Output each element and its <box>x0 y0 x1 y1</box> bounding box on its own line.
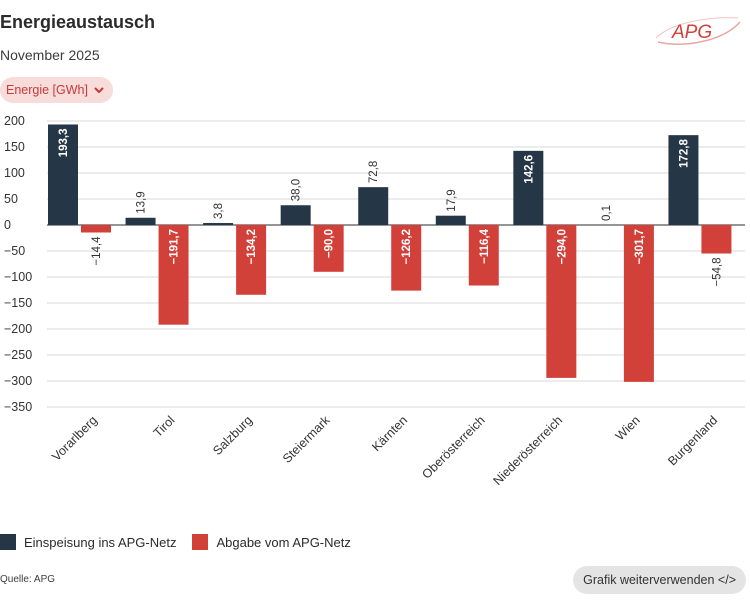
chart-subtitle: November 2025 <box>0 47 100 63</box>
bar-abgabe <box>391 225 422 291</box>
data-label-abgabe: −134,2 <box>246 229 258 265</box>
bar-einspeisung <box>48 124 78 225</box>
bar-abgabe <box>158 225 189 325</box>
y-tick-label: 50 <box>4 192 18 206</box>
bar-einspeisung <box>203 223 234 225</box>
legend-item-abgabe[interactable]: Abgabe vom APG-Netz <box>192 534 351 550</box>
y-tick-label: −150 <box>4 296 32 310</box>
data-label-einspeisung: 0,1 <box>601 205 613 221</box>
x-category-label: Burgenland <box>665 413 720 468</box>
bar-abgabe <box>236 225 267 295</box>
bar-abgabe <box>468 225 499 286</box>
y-tick-label: 200 <box>4 114 25 128</box>
y-tick-label: −100 <box>4 270 32 284</box>
data-label-abgabe: −126,2 <box>401 229 413 265</box>
chart-title: Energieaustausch <box>0 12 156 32</box>
legend-label-einspeisung: Einspeisung ins APG-Netz <box>24 534 177 550</box>
bar-abgabe <box>701 225 732 254</box>
legend-label-abgabe: Abgabe vom APG-Netz <box>216 534 351 550</box>
unit-selector-label: Energie [GWh] <box>6 83 88 97</box>
x-category-label: Kärnten <box>369 413 410 454</box>
data-label-abgabe: −54,8 <box>711 257 723 286</box>
legend-swatch-einspeisung <box>0 534 16 550</box>
legend: Einspeisung ins APG-Netz Abgabe vom APG-… <box>0 534 367 550</box>
bar-einspeisung <box>358 187 389 225</box>
x-category-label: Tirol <box>151 413 178 440</box>
bar-abgabe <box>313 225 344 272</box>
x-category-label: Oberösterreich <box>419 413 487 481</box>
data-label-abgabe: −116,4 <box>479 228 491 263</box>
y-tick-label: −250 <box>4 348 32 362</box>
x-category-label: Vorarlberg <box>49 413 100 464</box>
reuse-chart-button[interactable]: Grafik weiterverwenden </> <box>573 566 746 594</box>
bar-einspeisung <box>435 215 466 225</box>
data-label-einspeisung: 172,8 <box>678 139 690 168</box>
data-label-einspeisung: 13,9 <box>136 191 148 213</box>
chevron-down-icon <box>94 87 104 93</box>
y-tick-label: −350 <box>4 400 32 414</box>
x-category-label: Wien <box>613 413 643 443</box>
bar-einspeisung <box>513 150 544 225</box>
bar-einspeisung <box>125 217 156 225</box>
logo-text: APG <box>671 22 712 43</box>
y-tick-label: −200 <box>4 322 32 336</box>
x-category-label: Salzburg <box>210 413 255 458</box>
data-label-abgabe: −191,7 <box>169 229 181 265</box>
source-note: Quelle: APG <box>0 574 56 585</box>
legend-item-einspeisung[interactable]: Einspeisung ins APG-Netz <box>0 534 176 550</box>
unit-selector-dropdown[interactable]: Energie [GWh] <box>0 77 113 103</box>
data-label-einspeisung: 38,0 <box>291 179 303 201</box>
data-label-abgabe: −301,7 <box>634 229 646 265</box>
legend-swatch-abgabe <box>192 534 209 550</box>
bar-chart: 200 150 100 50 0 −50 −100 −150 −200 −250 −300 −350 1… <box>4 114 745 488</box>
y-tick-label: 150 <box>4 140 25 154</box>
bar-abgabe <box>623 225 654 382</box>
bar-abgabe <box>81 225 111 233</box>
y-tick-label: 100 <box>4 166 25 180</box>
y-tick-label: −50 <box>4 244 25 258</box>
y-tick-label: 0 <box>4 218 11 232</box>
data-label-einspeisung: 3,8 <box>213 203 225 219</box>
y-tick-label: −300 <box>4 374 32 388</box>
data-label-abgabe: −294,0 <box>556 229 568 265</box>
x-category-label: Niederösterreich <box>490 413 565 488</box>
data-label-einspeisung: 72,8 <box>368 161 380 183</box>
apg-logo-icon: APG <box>655 17 741 45</box>
bar-einspeisung <box>280 205 311 225</box>
data-label-abgabe: −14,4 <box>91 236 103 266</box>
x-category-label: Steiermark <box>280 413 333 466</box>
bar-abgabe <box>546 225 577 378</box>
data-label-abgabe: −90,0 <box>324 229 336 258</box>
data-label-einspeisung: 142,6 <box>523 155 535 184</box>
bar-einspeisung <box>668 135 699 225</box>
data-label-einspeisung: 193,3 <box>58 128 70 157</box>
data-label-einspeisung: 17,9 <box>446 189 458 211</box>
